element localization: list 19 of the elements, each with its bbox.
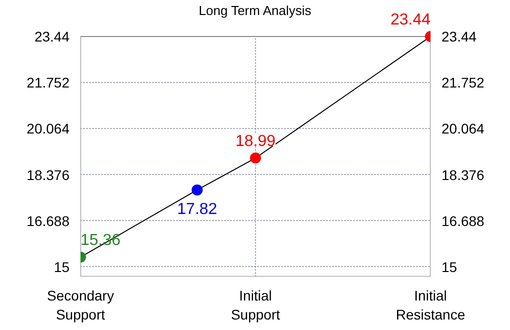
data-label: 18.99: [235, 133, 276, 150]
y2-tick-label: 18.376: [442, 166, 485, 183]
y2-tick-label: 21.752: [442, 74, 485, 91]
chart-title: Long Term Analysis: [198, 3, 312, 18]
x-tick-label: Secondary Support: [47, 288, 114, 323]
y2-tick-label: 23.44: [442, 28, 477, 44]
data-label: 23.44: [390, 12, 431, 28]
y2-tick-label: 15: [442, 258, 458, 275]
y-tick-label: 15: [54, 258, 70, 275]
y-tick-label: 23.44: [34, 28, 70, 44]
y2-tick-label: 20.064: [442, 120, 485, 137]
y-tick-label: 16.688: [26, 212, 70, 229]
y-tick-label: 18.376: [26, 166, 70, 183]
y2-tick-label: 16.688: [442, 212, 485, 229]
data-label: 17.82: [177, 200, 218, 218]
y-tick-label: 20.064: [26, 120, 70, 137]
x-tick-label: Initial Resistance: [396, 288, 466, 323]
x-tick-label: Initial Support: [230, 288, 280, 323]
y-tick-label: 21.752: [26, 74, 70, 91]
